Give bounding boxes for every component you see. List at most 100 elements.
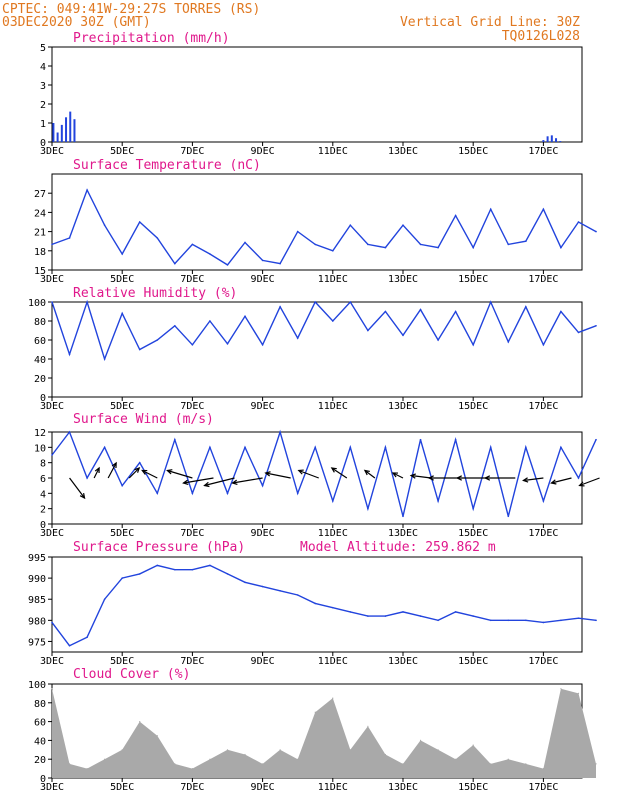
wind-arrow: [93, 467, 100, 479]
cloud-xtick-label: 11DEC: [318, 782, 348, 793]
wind-point: [68, 431, 71, 433]
rh-ytick-label: 100: [28, 298, 46, 309]
temp-point: [191, 243, 194, 246]
rh-point: [51, 301, 53, 303]
cloud-ytick-label: 40: [34, 736, 46, 747]
temp-xtick-label: 13DEC: [388, 274, 418, 285]
wind-arrow-head: [363, 469, 370, 476]
cloud-point: [367, 725, 369, 727]
precip-xtick-label: 15DEC: [458, 146, 488, 157]
cloud-point: [226, 749, 229, 751]
precip-bar: [60, 124, 63, 142]
wind-arrow: [410, 474, 432, 479]
rh-xtick-label: 17DEC: [528, 401, 558, 412]
temp-point: [595, 230, 597, 233]
rh-point: [402, 334, 404, 337]
cloud-ytick-label: 80: [34, 699, 46, 710]
rh-point: [489, 301, 492, 303]
temp-frame: [51, 173, 583, 271]
temp-ytick-label: 21: [34, 228, 46, 239]
wind-arrow-head: [455, 475, 462, 481]
precip-bar: [52, 123, 55, 142]
precip-xtick-label: 17DEC: [528, 146, 558, 157]
temp-point: [489, 208, 492, 210]
press-point: [489, 619, 492, 622]
temp-ytick-label: 18: [34, 247, 46, 258]
cloud-point: [384, 753, 387, 756]
precip-xtick-label: 13DEC: [388, 146, 418, 157]
wind-point: [121, 484, 123, 487]
precip-bar: [69, 111, 72, 142]
cloud-point: [191, 768, 193, 770]
wind-ytick-label: 0: [40, 520, 46, 531]
cloud-point: [209, 758, 211, 760]
press-point: [244, 581, 246, 584]
wind-point: [349, 446, 352, 449]
wind-arrow-head: [182, 479, 189, 485]
rh-panel: Relative Humidity (%) 0 20 40 60 80 100 3DEC 5DE…: [28, 286, 597, 412]
wind-arrow: [579, 477, 600, 487]
precip-ytick-label: 4: [40, 62, 46, 73]
rh-point: [331, 320, 334, 322]
wind-xtick-label: 9DEC: [251, 528, 275, 539]
temp-series-line: [51, 188, 597, 266]
precip-frame: [51, 46, 583, 143]
temp-point: [331, 250, 334, 252]
temp-point: [86, 189, 88, 191]
wind-arrow-head: [166, 469, 173, 475]
wind-arrow-head: [94, 466, 100, 474]
cloud-point: [455, 758, 457, 760]
rh-point: [244, 315, 246, 318]
rh-point: [103, 358, 106, 360]
temp-point: [384, 246, 387, 249]
cloud-point: [507, 758, 509, 760]
rh-point: [560, 310, 562, 313]
cloud-point: [244, 753, 246, 756]
wind-point: [209, 446, 211, 449]
press-panel: Surface Pressure (hPa) Model Altitude: 25…: [28, 540, 597, 667]
wind-point: [454, 438, 457, 441]
temp-point: [138, 221, 141, 223]
rh-point: [595, 324, 597, 327]
wind-xtick-label: 3DEC: [40, 528, 64, 539]
wind-point: [174, 438, 176, 441]
cloud-point: [472, 744, 474, 746]
press-xtick-label: 9DEC: [251, 656, 275, 667]
temp-point: [261, 259, 264, 262]
press-xtick-label: 7DEC: [180, 656, 204, 667]
wind-arrow: [392, 472, 404, 479]
cloud-xtick-label: 3DEC: [40, 782, 64, 793]
wind-point: [472, 507, 474, 510]
rh-ytick-label: 40: [34, 355, 46, 366]
press-point: [437, 619, 439, 622]
wind-arrow-head: [483, 475, 491, 481]
wind-arrow-head: [134, 467, 141, 473]
press-point: [507, 619, 510, 622]
cloud-point: [297, 758, 299, 760]
temp-ytick-label: 24: [34, 208, 46, 219]
temp-panel: Surface Temperature (nC) 15 18 21 24 27 3DEC 5D…: [34, 158, 597, 285]
precip-bar: [559, 141, 562, 142]
wind-arrow: [167, 469, 193, 479]
cloud-point: [402, 763, 404, 765]
wind-arrow-head: [79, 492, 86, 500]
precip-bar: [555, 138, 558, 142]
wind-point: [261, 484, 264, 487]
rh-xtick-label: 11DEC: [318, 401, 348, 412]
cloud-point: [595, 763, 597, 765]
rh-xtick-label: 5DEC: [110, 401, 134, 412]
wind-xtick-label: 13DEC: [388, 528, 418, 539]
rh-xtick-label: 15DEC: [458, 401, 488, 412]
rh-ytick-label: 0: [40, 393, 46, 404]
cloud-ytick-label: 20: [34, 755, 46, 766]
press-point: [86, 636, 88, 639]
cloud-xtick-label: 9DEC: [251, 782, 275, 793]
press-point: [560, 619, 562, 622]
cloud-title: Cloud Cover (%): [73, 667, 190, 682]
wind-xtick-label: 5DEC: [110, 528, 134, 539]
rh-point: [349, 301, 352, 303]
wind-title: Surface Wind (m/s): [73, 412, 214, 427]
wind-point: [367, 507, 369, 510]
cloud-point: [104, 758, 106, 760]
